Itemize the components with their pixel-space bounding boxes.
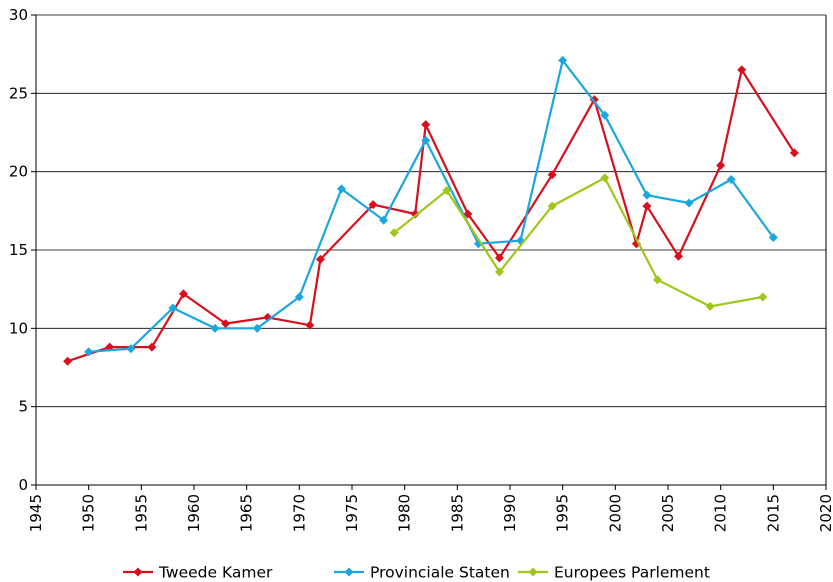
series-1: [84, 55, 778, 357]
data-point: [726, 175, 736, 184]
data-point: [652, 275, 662, 285]
data-point: [168, 303, 178, 313]
x-tick-label: 1955: [132, 494, 150, 532]
legend-item: Europees Parlement: [518, 564, 710, 582]
y-tick-label: 20: [9, 163, 28, 181]
data-point: [705, 301, 715, 311]
series-2: [389, 173, 768, 311]
x-axis-ticks: 1945 1950 1955 1960 1965 1970 1975 1980 1985 1990…: [27, 485, 833, 532]
data-point: [642, 190, 652, 200]
data-point: [737, 65, 747, 75]
legend-item: Provinciale Staten: [334, 564, 510, 582]
legend-marker: [133, 567, 143, 577]
series-line: [67, 68, 796, 363]
x-tick-label: 1950: [80, 494, 98, 532]
y-tick-label: 25: [9, 84, 28, 102]
data-point: [63, 356, 73, 366]
x-tick-label: 1980: [396, 494, 414, 532]
data-point: [600, 110, 610, 120]
data-point: [684, 198, 694, 208]
legend-marker: [528, 567, 538, 577]
data-point: [221, 319, 231, 329]
data-point: [336, 184, 346, 194]
legend-label: Provinciale Staten: [370, 564, 510, 582]
data-point: [84, 347, 94, 357]
y-tick-label: 5: [18, 398, 28, 416]
data-point: [389, 228, 399, 238]
data-point: [178, 289, 188, 299]
data-point: [789, 148, 799, 158]
data-point: [494, 253, 504, 263]
x-tick-label: 2020: [817, 494, 833, 532]
x-tick-label: 2010: [712, 494, 730, 532]
x-tick-label: 1965: [238, 494, 256, 532]
y-tick-label: 15: [9, 241, 28, 259]
y-tick-label: 0: [18, 476, 28, 494]
y-axis-ticks: 0 5 10 15 20 25 30: [9, 6, 36, 494]
x-tick-label: 1990: [501, 494, 519, 532]
data-point: [147, 342, 157, 352]
x-tick-label: 1970: [290, 494, 308, 532]
data-point: [294, 292, 304, 302]
data-point: [768, 232, 778, 242]
x-tick-label: 1975: [343, 494, 361, 532]
legend: Tweede Kamer Provinciale Staten Europees P…: [123, 564, 710, 582]
data-point: [547, 170, 557, 180]
y-tick-label: 30: [9, 6, 28, 24]
data-point: [379, 215, 389, 225]
series-0: [63, 65, 799, 366]
x-tick-label: 2005: [659, 494, 677, 532]
legend-marker: [344, 567, 354, 577]
data-point: [421, 120, 431, 130]
x-tick-label: 2015: [764, 494, 782, 532]
legend-label: Europees Parlement: [554, 564, 710, 582]
x-tick-label: 1945: [27, 494, 45, 532]
data-point: [421, 135, 431, 145]
series-group: [63, 55, 799, 366]
data-point: [210, 323, 220, 333]
data-point: [368, 200, 378, 210]
legend-label: Tweede Kamer: [158, 564, 273, 582]
data-point: [494, 267, 504, 277]
legend-item: Tweede Kamer: [123, 564, 273, 582]
gridlines: [36, 14, 826, 408]
series-line: [88, 59, 775, 353]
data-point: [547, 201, 557, 211]
data-point: [674, 251, 684, 261]
series-line: [393, 176, 763, 308]
y-tick-label: 10: [9, 319, 28, 337]
data-point: [410, 209, 420, 219]
x-tick-label: 1960: [185, 494, 203, 532]
data-point: [642, 201, 652, 211]
data-point: [305, 320, 315, 330]
data-point: [252, 323, 262, 333]
data-point: [558, 55, 568, 65]
x-tick-label: 1995: [554, 494, 572, 532]
data-point: [315, 254, 325, 264]
data-point: [442, 185, 452, 195]
data-point: [716, 160, 726, 170]
x-tick-label: 2000: [606, 494, 624, 532]
data-point: [600, 173, 610, 183]
data-point: [758, 292, 768, 302]
x-tick-label: 1985: [448, 494, 466, 532]
data-point: [126, 344, 136, 354]
